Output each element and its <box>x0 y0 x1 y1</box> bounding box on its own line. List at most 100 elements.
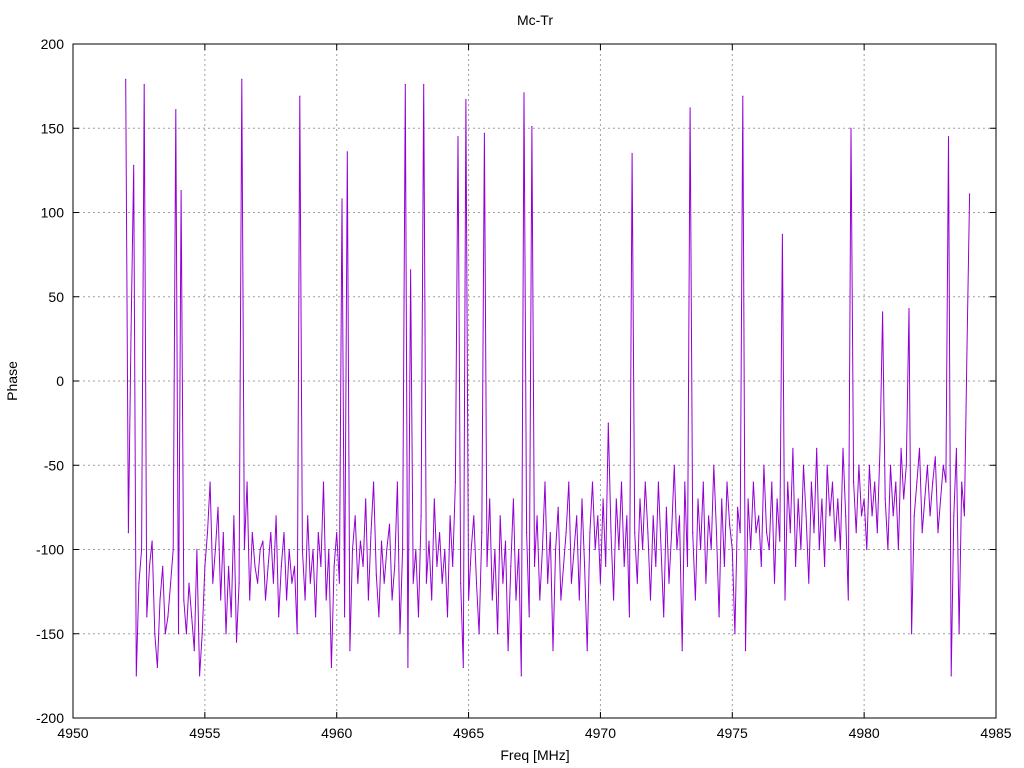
data-point <box>169 582 172 584</box>
data-point <box>362 565 364 567</box>
data-point <box>911 633 913 635</box>
data-point <box>283 532 285 534</box>
y-tick-label: -100 <box>36 542 64 558</box>
data-point <box>191 616 193 618</box>
data-point <box>955 447 958 449</box>
data-point <box>457 136 459 138</box>
data-point <box>615 498 617 500</box>
data-point <box>130 334 132 337</box>
data-point <box>233 515 235 517</box>
data-point <box>710 548 712 551</box>
data-point <box>636 582 638 584</box>
data-point <box>241 78 243 80</box>
data-point <box>536 515 538 517</box>
data-point <box>444 548 446 551</box>
data-point <box>454 481 456 483</box>
data-point <box>357 582 359 584</box>
data-point <box>478 633 480 635</box>
data-point <box>689 107 691 109</box>
data-point <box>127 532 129 534</box>
data-point <box>713 464 715 466</box>
x-tick-label: 4950 <box>57 725 88 741</box>
data-point <box>834 540 836 542</box>
data-point <box>180 189 182 192</box>
data-point <box>346 151 348 153</box>
data-point <box>760 565 762 567</box>
data-point <box>961 481 963 483</box>
data-point <box>549 532 551 534</box>
data-point <box>288 548 290 551</box>
data-point <box>599 582 602 584</box>
data-point <box>225 633 227 635</box>
data-point <box>628 616 631 618</box>
data-point <box>243 548 246 551</box>
data-point <box>623 565 625 567</box>
data-point <box>932 481 934 483</box>
data-point <box>758 515 760 517</box>
data-point <box>441 582 443 584</box>
data-point <box>452 565 454 567</box>
data-point <box>773 582 776 584</box>
data-point <box>544 481 546 483</box>
data-point <box>821 498 823 500</box>
data-point <box>671 532 673 534</box>
data-point <box>370 532 372 534</box>
data-point <box>800 548 802 551</box>
data-point <box>644 481 646 483</box>
data-point <box>333 565 335 567</box>
data-point <box>768 548 770 551</box>
data-point <box>135 675 137 677</box>
data-point <box>220 599 222 601</box>
data-point <box>808 582 810 584</box>
data-point <box>402 548 404 551</box>
data-point <box>193 650 195 652</box>
data-point <box>433 498 435 500</box>
data-point <box>286 599 288 601</box>
data-point <box>499 515 501 517</box>
data-point <box>198 675 201 677</box>
data-point <box>668 582 670 584</box>
data-point <box>341 198 343 200</box>
data-point <box>507 650 509 652</box>
data-point <box>531 125 533 128</box>
data-point <box>692 532 694 534</box>
data-point <box>409 269 412 271</box>
y-tick-label: -200 <box>36 710 64 726</box>
data-point <box>639 498 641 500</box>
data-point <box>391 599 393 601</box>
data-point <box>945 481 947 483</box>
data-point <box>380 540 383 542</box>
data-point <box>133 164 135 166</box>
data-point <box>425 582 427 584</box>
data-point <box>417 616 420 618</box>
data-point <box>293 565 296 567</box>
data-point <box>541 548 544 551</box>
data-point <box>810 481 813 483</box>
data-point <box>908 307 910 310</box>
data-point <box>940 498 942 500</box>
data-point <box>697 498 699 500</box>
data-point <box>581 498 583 500</box>
data-point <box>647 532 649 534</box>
data-point <box>388 523 391 525</box>
data-point <box>586 650 588 652</box>
data-point <box>159 599 161 601</box>
data-point <box>874 481 876 483</box>
data-point <box>618 548 620 551</box>
data-point <box>264 599 267 601</box>
y-tick-label: 100 <box>41 205 65 221</box>
data-point <box>140 548 143 551</box>
data-point <box>449 515 451 517</box>
data-point <box>892 515 894 517</box>
data-point <box>620 481 623 483</box>
data-point <box>594 548 596 551</box>
data-point <box>201 633 203 635</box>
data-point <box>813 532 815 534</box>
data-point <box>739 532 741 534</box>
data-point <box>344 616 346 618</box>
data-point <box>156 666 158 669</box>
data-point <box>143 83 145 86</box>
data-point <box>726 481 728 483</box>
data-point <box>270 532 272 534</box>
